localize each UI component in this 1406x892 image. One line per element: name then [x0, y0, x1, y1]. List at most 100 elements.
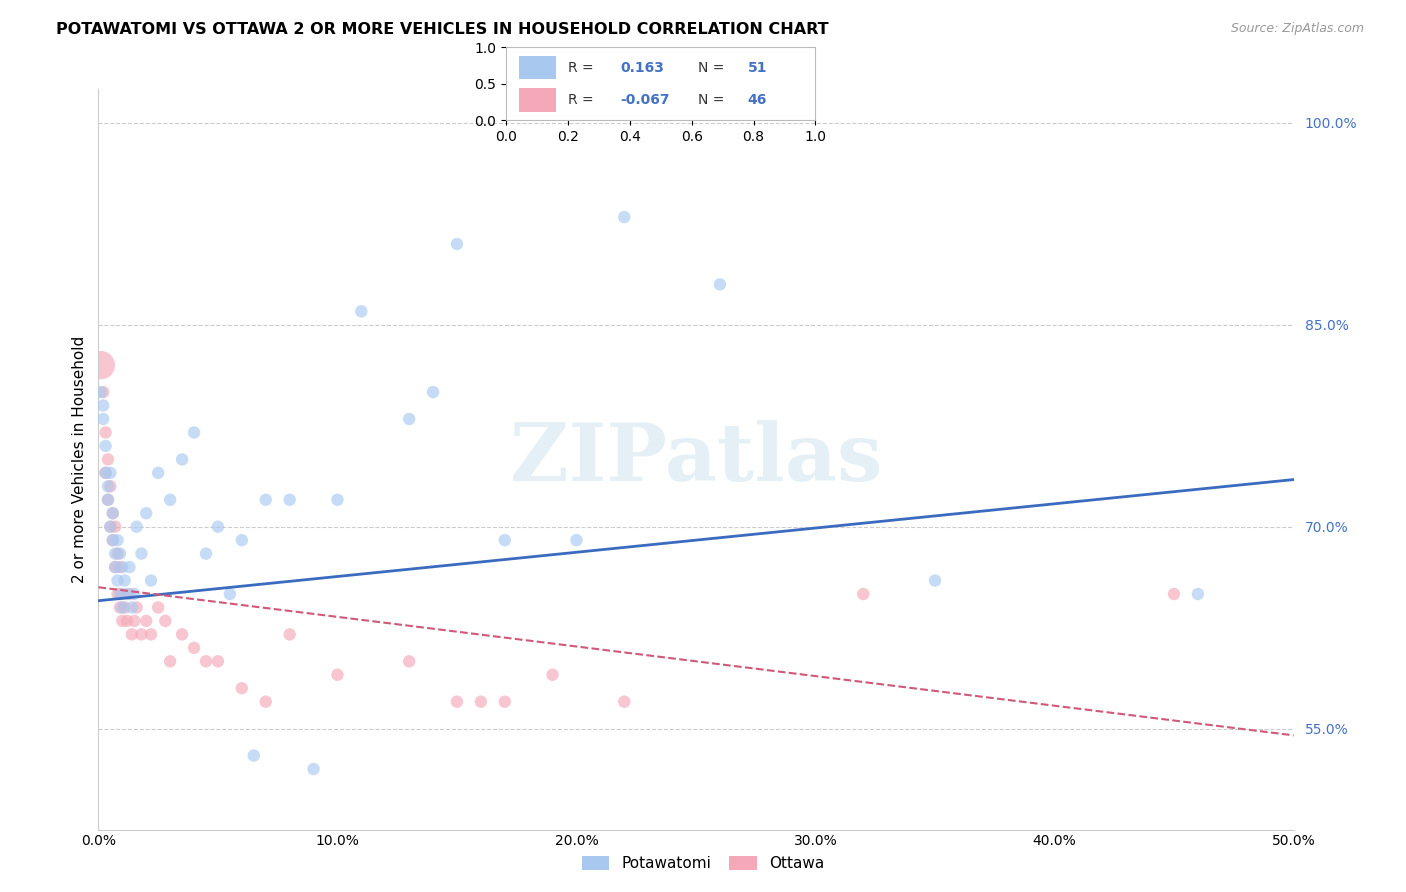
Point: [1163, 587, 1185, 601]
Point: [613, 210, 636, 224]
Point: [108, 587, 131, 601]
Point: [90, 385, 112, 400]
Point: [111, 600, 134, 615]
Point: [121, 627, 143, 641]
Point: [207, 519, 229, 533]
Point: [91, 385, 114, 400]
Point: [97, 452, 120, 467]
Point: [398, 412, 420, 426]
Point: [108, 600, 131, 615]
Point: [613, 695, 636, 709]
Point: [231, 681, 253, 696]
Point: [302, 762, 325, 776]
Text: R =: R =: [568, 93, 593, 107]
Point: [155, 614, 177, 628]
Text: POTAWATOMI VS OTTAWA 2 OR MORE VEHICLES IN HOUSEHOLD CORRELATION CHART: POTAWATOMI VS OTTAWA 2 OR MORE VEHICLES …: [56, 22, 830, 37]
Point: [139, 627, 162, 641]
Point: [494, 695, 516, 709]
Point: [94, 466, 117, 480]
Point: [98, 466, 122, 480]
Point: [104, 547, 127, 561]
Point: [446, 237, 468, 252]
Point: [159, 492, 181, 507]
Point: [565, 533, 588, 548]
Point: [101, 506, 124, 520]
Point: [172, 627, 194, 641]
Point: [94, 425, 117, 440]
Point: [97, 479, 120, 493]
Legend: Potawatomi, Ottawa: Potawatomi, Ottawa: [575, 850, 831, 877]
Point: [107, 547, 129, 561]
Point: [350, 304, 373, 318]
Point: [94, 439, 117, 453]
Point: [254, 695, 277, 709]
Point: [278, 627, 301, 641]
Text: 0.163: 0.163: [620, 61, 665, 75]
Point: [107, 574, 129, 588]
Point: [111, 614, 134, 628]
Point: [135, 506, 157, 520]
FancyBboxPatch shape: [519, 56, 555, 79]
Point: [131, 547, 153, 561]
Point: [97, 492, 120, 507]
Point: [131, 627, 153, 641]
Point: [118, 560, 141, 574]
Point: [183, 425, 205, 440]
Point: [195, 654, 218, 668]
Point: [114, 600, 136, 615]
Point: [326, 667, 349, 681]
Point: [148, 466, 170, 480]
Point: [148, 600, 170, 615]
Point: [98, 519, 122, 533]
Point: [91, 399, 114, 413]
Point: [107, 533, 129, 548]
Text: Source: ZipAtlas.com: Source: ZipAtlas.com: [1230, 22, 1364, 36]
Point: [118, 587, 141, 601]
Point: [924, 574, 946, 588]
Point: [107, 587, 129, 601]
Point: [101, 533, 124, 548]
Point: [1187, 587, 1209, 601]
Point: [98, 519, 122, 533]
Point: [326, 492, 349, 507]
Point: [124, 614, 146, 628]
Point: [541, 667, 564, 681]
Point: [101, 533, 124, 548]
Text: ZIPatlas: ZIPatlas: [510, 420, 882, 499]
Point: [124, 587, 146, 601]
Point: [97, 492, 120, 507]
Point: [104, 519, 127, 533]
Point: [135, 614, 157, 628]
Point: [98, 479, 122, 493]
Point: [111, 560, 134, 574]
Point: [114, 574, 136, 588]
Point: [446, 695, 468, 709]
Text: N =: N =: [697, 93, 724, 107]
Point: [172, 452, 194, 467]
Point: [108, 547, 131, 561]
Point: [104, 560, 127, 574]
Point: [115, 614, 138, 628]
Point: [278, 492, 301, 507]
Point: [709, 277, 731, 292]
Point: [852, 587, 875, 601]
Text: -0.067: -0.067: [620, 93, 671, 107]
Point: [101, 506, 124, 520]
Point: [159, 654, 181, 668]
Text: 51: 51: [748, 61, 766, 75]
Point: [183, 640, 205, 655]
Point: [254, 492, 277, 507]
Point: [231, 533, 253, 548]
Y-axis label: 2 or more Vehicles in Household: 2 or more Vehicles in Household: [72, 335, 87, 583]
Point: [470, 695, 492, 709]
Point: [139, 574, 162, 588]
Point: [121, 600, 143, 615]
Text: R =: R =: [568, 61, 593, 75]
Point: [108, 560, 131, 574]
Point: [219, 587, 242, 601]
Point: [94, 466, 117, 480]
Point: [398, 654, 420, 668]
Point: [494, 533, 516, 548]
Point: [125, 519, 148, 533]
Point: [91, 412, 114, 426]
